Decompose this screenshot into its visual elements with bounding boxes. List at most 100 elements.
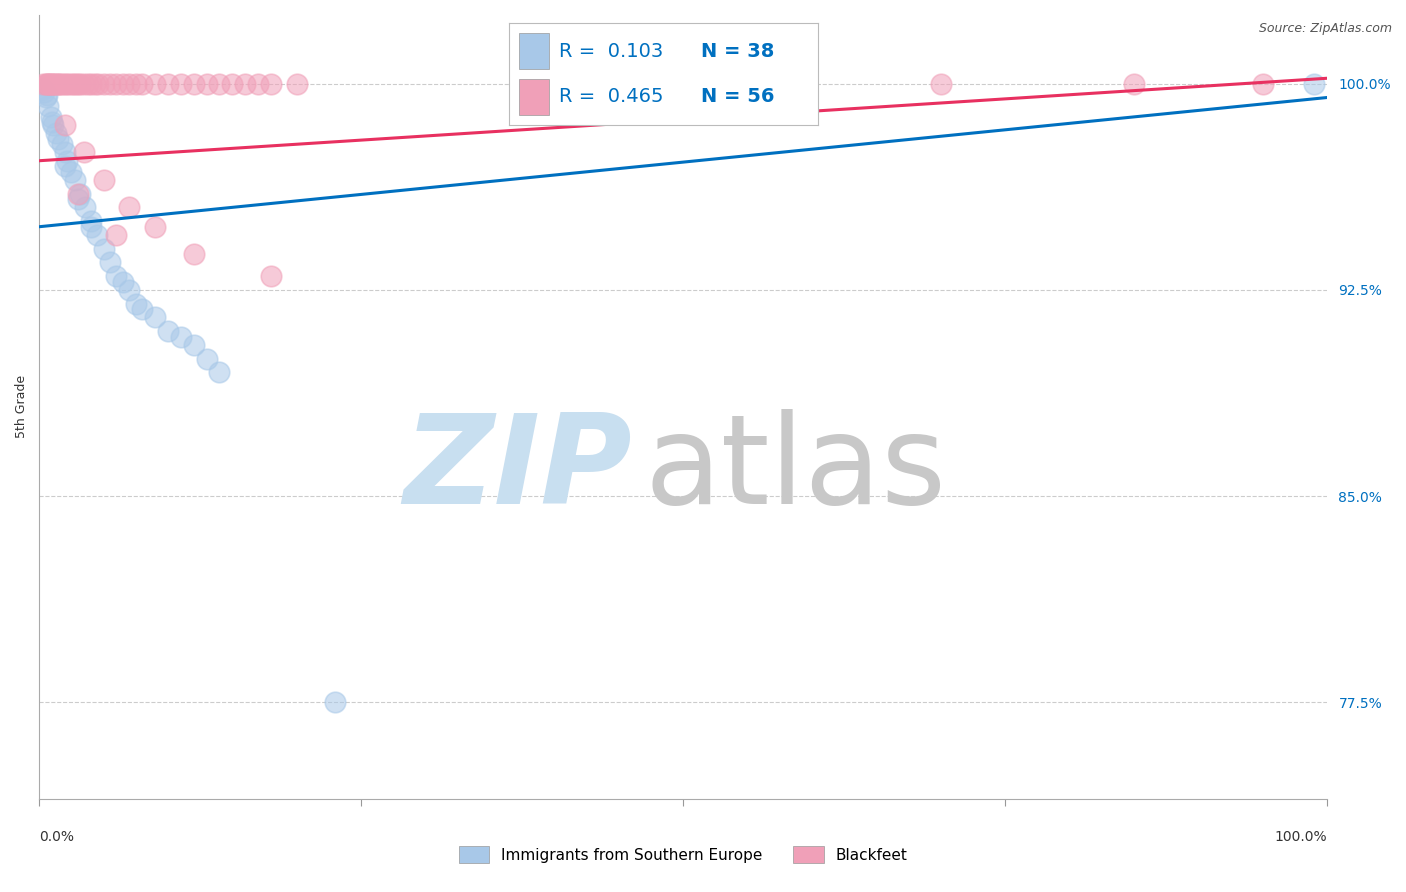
Point (125, 77, 148, 91)
Point (98, 77, 121, 91)
Text: 0.0%: 0.0% (39, 830, 75, 844)
Point (42, 77, 65, 91)
Point (87, 77, 110, 91)
Point (45, 126, 67, 140)
Point (35, 77, 58, 91)
Point (93, 242, 115, 256)
Point (195, 77, 218, 91)
Point (105, 227, 128, 242)
Point (170, 77, 193, 91)
Point (285, 77, 308, 91)
Point (156, 77, 179, 91)
Point (143, 219, 166, 234)
Point (208, 77, 231, 91)
Point (37, 77, 59, 91)
Point (63, 173, 86, 187)
Point (51, 77, 73, 91)
Text: ZIP: ZIP (404, 409, 631, 530)
Point (260, 269, 283, 284)
Point (1251, 77, 1274, 91)
Point (48, 77, 70, 91)
Point (56, 77, 79, 91)
Text: IMMIGRANTS FROM SOUTHERN EUROPE VS BLACKFEET 5TH GRADE CORRELATION CHART: IMMIGRANTS FROM SOUTHERN EUROPE VS BLACK… (39, 0, 939, 3)
Point (34, 77, 56, 91)
Point (41, 115, 63, 129)
Point (105, 77, 128, 91)
Point (32, 77, 55, 91)
Text: atlas: atlas (644, 409, 946, 530)
Point (77, 77, 100, 91)
Point (131, 302, 153, 317)
Point (118, 283, 141, 297)
Point (32, 85, 55, 99)
Point (39, 77, 62, 91)
Point (260, 77, 283, 91)
Point (34, 90, 56, 104)
Point (66, 77, 89, 91)
Point (79, 77, 101, 91)
Point (247, 77, 270, 91)
Point (35, 87, 58, 102)
Point (93, 173, 115, 187)
Point (118, 201, 141, 215)
Point (56, 153, 79, 168)
Point (183, 77, 205, 91)
Point (69, 186, 91, 201)
Point (75, 201, 97, 215)
Point (111, 275, 134, 289)
Point (221, 77, 243, 91)
Point (44, 77, 66, 91)
Point (62, 77, 84, 91)
Point (325, 696, 347, 710)
Point (66, 192, 89, 206)
Point (42, 118, 65, 132)
Point (183, 247, 205, 261)
Point (39, 110, 62, 124)
Point (79, 219, 101, 234)
Point (60, 165, 83, 179)
Text: Source: ZipAtlas.com: Source: ZipAtlas.com (1258, 22, 1392, 36)
Legend: Immigrants from Southern Europe, Blackfeet: Immigrants from Southern Europe, Blackfe… (453, 839, 914, 870)
Point (125, 297, 148, 311)
Point (105, 269, 128, 284)
Text: 100.0%: 100.0% (1275, 830, 1327, 844)
Point (53, 118, 76, 132)
Point (118, 77, 141, 91)
Point (73, 145, 96, 160)
Point (53, 159, 76, 173)
Point (208, 366, 231, 380)
Point (1123, 77, 1146, 91)
Point (38, 77, 60, 91)
Point (41, 77, 63, 91)
Point (183, 338, 205, 352)
Point (93, 77, 115, 91)
Y-axis label: 5th Grade: 5th Grade (15, 376, 28, 438)
Point (143, 77, 166, 91)
Point (32, 82, 55, 96)
Point (63, 77, 86, 91)
Point (48, 132, 70, 146)
Point (83, 77, 105, 91)
Point (156, 324, 179, 338)
Point (37, 99, 59, 113)
Point (86, 227, 108, 242)
Point (111, 77, 134, 91)
Point (1303, 77, 1326, 91)
Point (131, 77, 153, 91)
Point (51, 137, 73, 152)
Point (737, 77, 759, 91)
Point (195, 351, 218, 366)
Point (53, 77, 76, 91)
Point (59, 77, 82, 91)
Point (143, 310, 166, 325)
Point (79, 214, 101, 228)
Point (73, 77, 96, 91)
Point (66, 186, 89, 201)
Point (233, 77, 256, 91)
Point (929, 77, 952, 91)
Point (98, 255, 121, 269)
Point (53, 145, 76, 160)
Point (69, 77, 91, 91)
Point (48, 77, 70, 91)
Point (170, 329, 193, 343)
